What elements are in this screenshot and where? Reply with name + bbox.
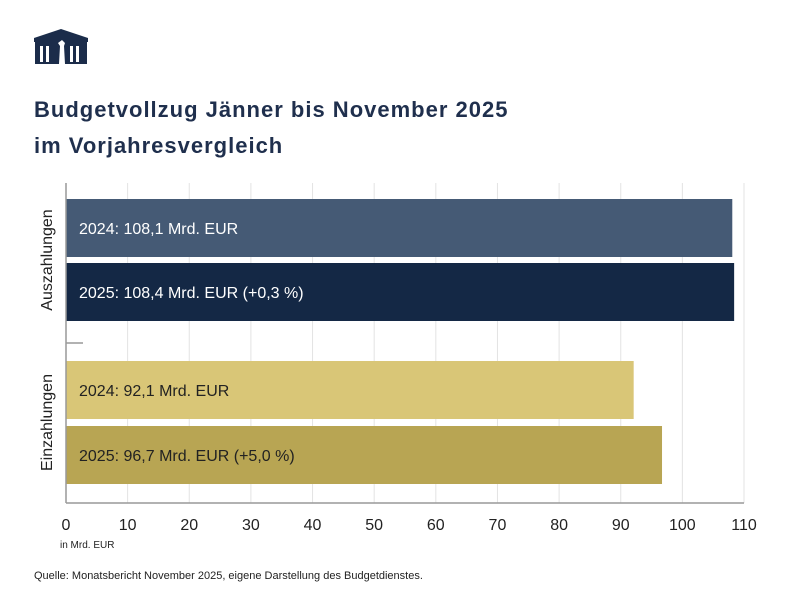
- bar-label: 2024: 92,1 Mrd. EUR: [79, 383, 229, 400]
- x-tick-label: 90: [612, 517, 630, 534]
- group-label: Einzahlungen: [39, 374, 56, 471]
- chart-title: Budgetvollzug Jänner bis November 2025 i…: [34, 92, 508, 164]
- x-tick-label: 80: [550, 517, 568, 534]
- group-label: Auszahlungen: [39, 209, 56, 310]
- x-tick-label: 70: [489, 517, 507, 534]
- bar: [66, 361, 634, 419]
- x-tick-label: 50: [365, 517, 383, 534]
- source-note: Quelle: Monatsbericht November 2025, eig…: [34, 570, 423, 582]
- x-tick-label: 0: [62, 517, 71, 534]
- bar: [66, 199, 733, 257]
- bar: [66, 263, 735, 321]
- bar-label: 2025: 96,7 Mrd. EUR (+5,0 %): [79, 448, 295, 465]
- unit-label: in Mrd. EUR: [60, 540, 115, 551]
- x-tick-label: 30: [242, 517, 260, 534]
- x-tick-label: 100: [669, 517, 696, 534]
- bar-label: 2024: 108,1 Mrd. EUR: [79, 221, 238, 238]
- title-line-2: im Vorjahresvergleich: [34, 133, 284, 158]
- title-line-1: Budgetvollzug Jänner bis November 2025: [34, 97, 509, 122]
- bar-label: 2025: 108,4 Mrd. EUR (+0,3 %): [79, 285, 304, 302]
- bar: [66, 426, 663, 484]
- x-tick-label: 10: [119, 517, 137, 534]
- x-tick-label: 40: [304, 517, 322, 534]
- x-tick-label: 110: [731, 517, 757, 534]
- parliament-logo: [32, 28, 90, 73]
- x-tick-label: 60: [427, 517, 445, 534]
- x-tick-label: 20: [180, 517, 198, 534]
